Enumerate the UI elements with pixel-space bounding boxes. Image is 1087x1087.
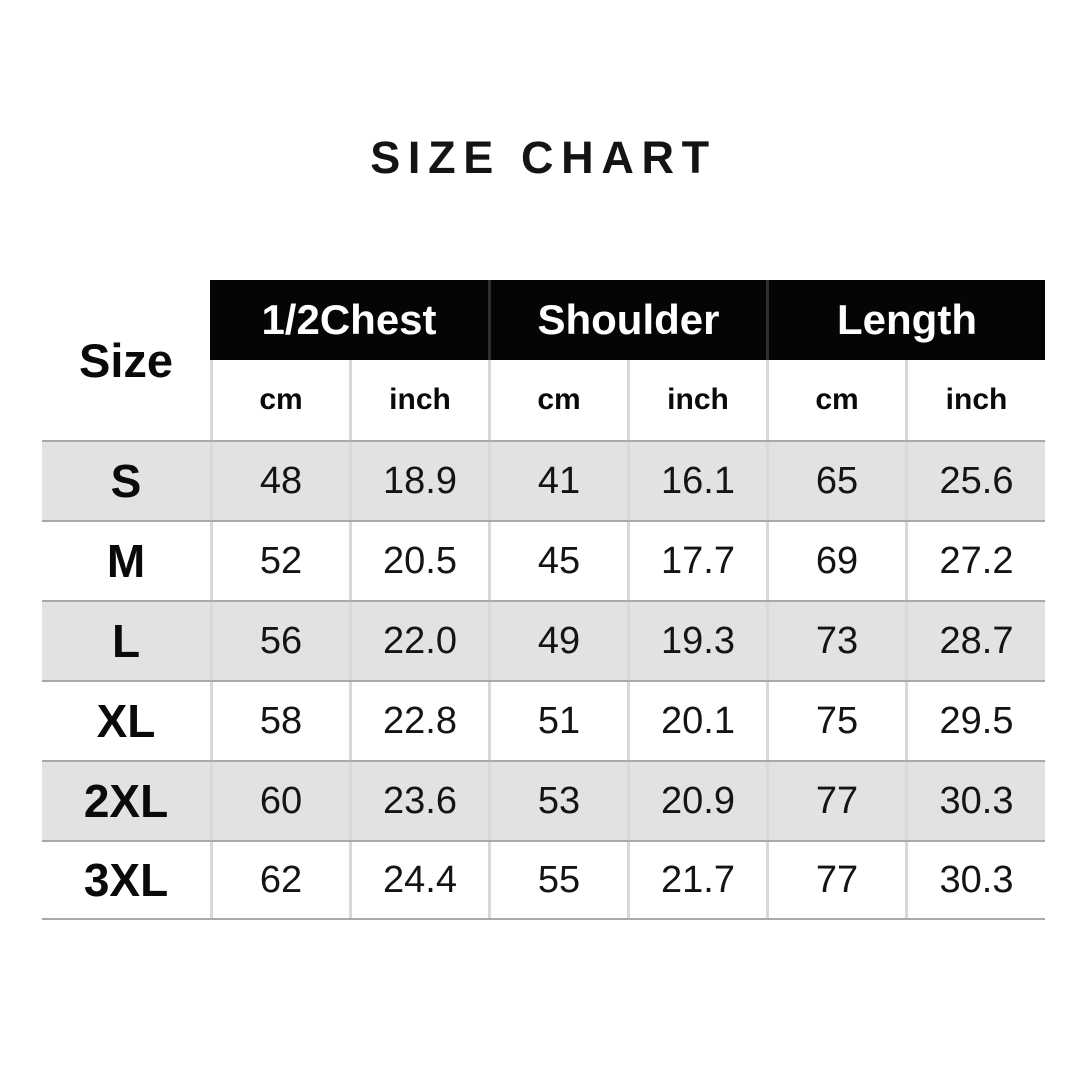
table-row-3xl: 3XL 62 24.4 55 21.7 77 30.3 <box>42 840 1045 920</box>
size-cell: L <box>111 615 141 667</box>
value-cell: 62 <box>210 842 349 918</box>
group-header-row: 1/2Chest Shoulder Length <box>42 280 1045 360</box>
size-cell: M <box>106 535 146 587</box>
group-header-shoulder: Shoulder <box>488 280 766 360</box>
value-cell: 77 <box>766 762 905 840</box>
value-cell: 27.2 <box>905 522 1045 600</box>
value-cell: 25.6 <box>905 442 1045 520</box>
table-row-xl: XL 58 22.8 51 20.1 75 29.5 <box>42 680 1045 760</box>
size-cell: XL <box>96 695 156 747</box>
value-cell: 16.1 <box>627 442 766 520</box>
size-chart-table: 1/2Chest Shoulder Length cm inch cm inch… <box>42 280 1045 920</box>
size-cell: S <box>110 455 142 507</box>
group-header-half-chest: 1/2Chest <box>210 280 488 360</box>
unit-header-shoulder-cm: cm <box>488 360 627 440</box>
size-cell: 3XL <box>83 854 169 906</box>
unit-header-chest-cm: cm <box>210 360 349 440</box>
size-column-header: Size <box>78 333 174 387</box>
unit-header-row: cm inch cm inch cm inch <box>42 360 1045 440</box>
value-cell: 24.4 <box>349 842 488 918</box>
table-row-2xl: 2XL 60 23.6 53 20.9 77 30.3 <box>42 760 1045 840</box>
value-cell: 73 <box>766 602 905 680</box>
group-header-length: Length <box>766 280 1045 360</box>
value-cell: 28.7 <box>905 602 1045 680</box>
value-cell: 58 <box>210 682 349 760</box>
value-cell: 30.3 <box>905 762 1045 840</box>
unit-header-chest-inch: inch <box>349 360 488 440</box>
value-cell: 48 <box>210 442 349 520</box>
value-cell: 18.9 <box>349 442 488 520</box>
table-row-l: L 56 22.0 49 19.3 73 28.7 <box>42 600 1045 680</box>
unit-header-shoulder-inch: inch <box>627 360 766 440</box>
unit-header-length-inch: inch <box>905 360 1045 440</box>
value-cell: 20.1 <box>627 682 766 760</box>
value-cell: 30.3 <box>905 842 1045 918</box>
value-cell: 77 <box>766 842 905 918</box>
value-cell: 69 <box>766 522 905 600</box>
value-cell: 22.8 <box>349 682 488 760</box>
value-cell: 29.5 <box>905 682 1045 760</box>
table-row-s: S 48 18.9 41 16.1 65 25.6 <box>42 440 1045 520</box>
value-cell: 20.9 <box>627 762 766 840</box>
value-cell: 17.7 <box>627 522 766 600</box>
value-cell: 55 <box>488 842 627 918</box>
value-cell: 19.3 <box>627 602 766 680</box>
value-cell: 75 <box>766 682 905 760</box>
value-cell: 41 <box>488 442 627 520</box>
value-cell: 53 <box>488 762 627 840</box>
value-cell: 65 <box>766 442 905 520</box>
value-cell: 20.5 <box>349 522 488 600</box>
value-cell: 56 <box>210 602 349 680</box>
value-cell: 60 <box>210 762 349 840</box>
size-cell: 2XL <box>83 775 169 827</box>
unit-header-length-cm: cm <box>766 360 905 440</box>
value-cell: 22.0 <box>349 602 488 680</box>
value-cell: 23.6 <box>349 762 488 840</box>
value-cell: 49 <box>488 602 627 680</box>
table-row-m: M 52 20.5 45 17.7 69 27.2 <box>42 520 1045 600</box>
page-title: SIZE CHART <box>370 132 717 183</box>
value-cell: 51 <box>488 682 627 760</box>
value-cell: 52 <box>210 522 349 600</box>
value-cell: 45 <box>488 522 627 600</box>
value-cell: 21.7 <box>627 842 766 918</box>
